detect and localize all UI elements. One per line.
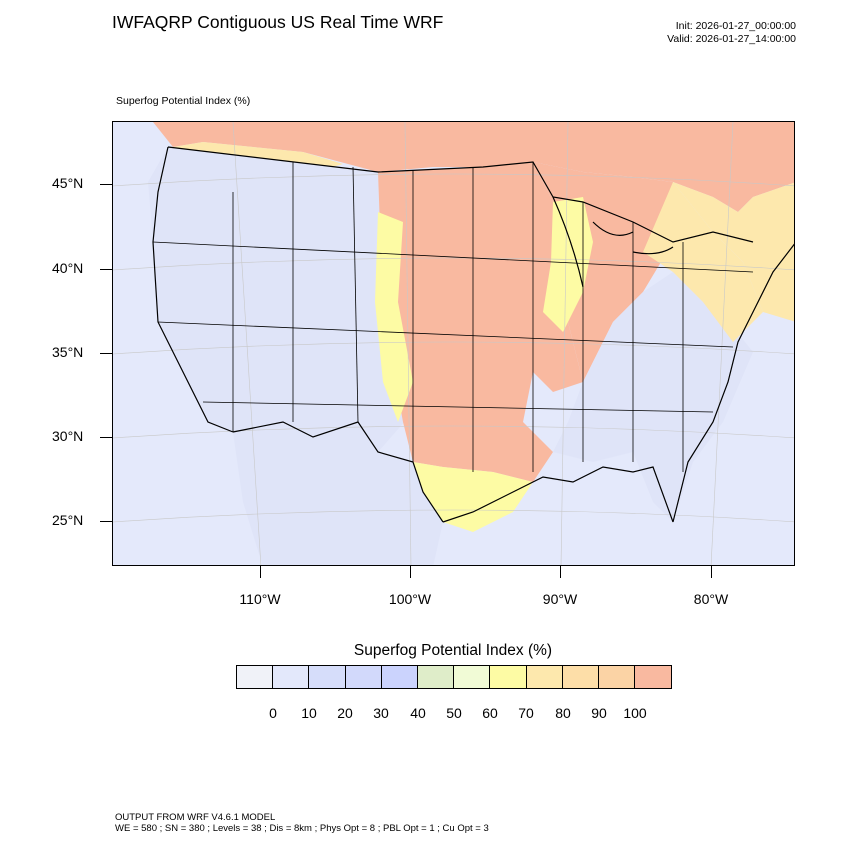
graticule-90w <box>560 122 569 565</box>
map-panel <box>112 121 795 566</box>
graticule-80w <box>710 122 734 565</box>
legend-box <box>454 666 491 688</box>
legend-label-50: 50 <box>446 705 462 721</box>
chart-title: IWFAQRP Contiguous US Real Time WRF <box>112 12 444 32</box>
border-3 <box>352 166 359 423</box>
great-lakes <box>552 196 674 288</box>
border-11 <box>157 321 734 348</box>
graticule <box>113 122 794 565</box>
legend-label-60: 60 <box>482 705 498 721</box>
legend-box <box>526 666 563 688</box>
lon-label-90w: 90°W <box>542 591 578 607</box>
lon-label-100w: 100°W <box>388 591 432 607</box>
time-info: Init: 2026-01-27_00:00:00 Valid: 2026-01… <box>667 20 796 46</box>
lon-tick-100w <box>410 566 411 578</box>
lat-tick-45n <box>100 184 112 185</box>
graticule-100w <box>404 122 412 565</box>
lat-label-40n: 40°N <box>52 260 84 276</box>
graticule-110w <box>232 122 262 565</box>
lon-tick-110w <box>260 566 261 578</box>
lon-tick-90w <box>560 566 561 578</box>
legend-label-70: 70 <box>518 705 534 721</box>
legend-box <box>635 666 672 688</box>
legend-box <box>273 666 310 688</box>
lat-label-35n: 35°N <box>52 344 84 360</box>
border-12 <box>202 401 714 413</box>
legend-box <box>562 666 599 688</box>
legend-label-10: 10 <box>301 705 317 721</box>
legend-label-80: 80 <box>555 705 571 721</box>
legend-label-40: 40 <box>410 705 426 721</box>
lon-tick-80w <box>711 566 712 578</box>
region-northeast <box>643 182 763 342</box>
legend-box <box>309 666 346 688</box>
region-ohio-valley <box>543 197 593 332</box>
legend-label-30: 30 <box>373 705 389 721</box>
footer: OUTPUT FROM WRF V4.6.1 MODEL WE = 580 ; … <box>115 812 489 834</box>
region-west-us <box>148 147 413 452</box>
region-plains-transition <box>375 212 413 422</box>
legend-label-100: 100 <box>623 705 647 721</box>
lat-label-25n: 25°N <box>52 512 84 528</box>
us-canada-border <box>167 146 754 243</box>
legend-colorbar <box>236 665 673 689</box>
graticule-40n <box>113 257 794 271</box>
legend-label-90: 90 <box>591 705 607 721</box>
lat-tick-35n <box>100 353 112 354</box>
legend-box <box>237 666 274 688</box>
legend-box <box>417 666 455 688</box>
us-mexico-border <box>232 421 444 523</box>
region-southeast <box>553 272 753 522</box>
gulf-coast <box>442 466 674 523</box>
legend-box <box>490 666 527 688</box>
graticule-45n <box>113 173 794 187</box>
legend-label-20: 20 <box>337 705 353 721</box>
valid-time: Valid: 2026-01-27_14:00:00 <box>667 33 796 45</box>
east-coast <box>672 243 794 523</box>
region-texas-yellow <box>413 462 533 532</box>
lat-tick-25n <box>100 521 112 522</box>
init-time: Init: 2026-01-27_00:00:00 <box>675 20 796 32</box>
legend-box <box>598 666 636 688</box>
lon-label-110w: 110°W <box>239 591 281 607</box>
map-svg <box>113 122 794 565</box>
footer-line-1: OUTPUT FROM WRF V4.6.1 MODEL <box>115 812 276 823</box>
legend-title: Superfog Potential Index (%) <box>353 642 553 659</box>
state-borders <box>152 162 754 472</box>
region-great-plains <box>378 162 583 482</box>
graticule-30n <box>113 425 794 439</box>
lat-label-45n: 45°N <box>52 175 84 191</box>
lat-label-30n: 30°N <box>52 428 84 444</box>
graticule-25n <box>113 509 794 523</box>
lat-tick-30n <box>100 437 112 438</box>
legend-label-0: 0 <box>269 705 277 721</box>
region-quebec-yellow <box>673 182 794 322</box>
legend-box <box>345 666 382 688</box>
graticule-35n <box>113 341 794 355</box>
lat-tick-40n <box>100 269 112 270</box>
border-10 <box>152 241 754 273</box>
lon-label-80w: 80°W <box>693 591 729 607</box>
region-mexico <box>233 422 443 565</box>
footer-line-2: WE = 580 ; SN = 380 ; Levels = 38 ; Dis … <box>115 823 489 834</box>
legend-box <box>381 666 418 688</box>
map-field-label: Superfog Potential Index (%) <box>116 95 251 107</box>
